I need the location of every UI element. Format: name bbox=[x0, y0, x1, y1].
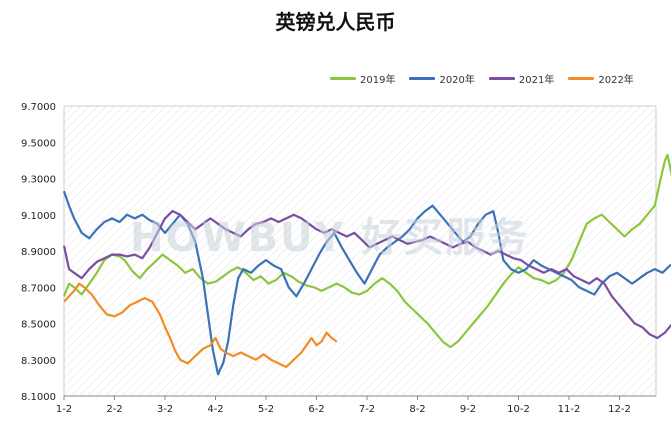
y-tick-label: 9.7000 bbox=[21, 102, 56, 113]
y-tick-label: 8.7000 bbox=[21, 283, 56, 294]
series-line-2019 bbox=[62, 153, 671, 349]
series-line-2020 bbox=[62, 190, 671, 376]
x-tick-label: 3-2 bbox=[157, 404, 173, 415]
x-tick-label: 2-2 bbox=[106, 404, 122, 415]
y-tick-label: 9.3000 bbox=[21, 175, 56, 186]
x-tick-label: 12-2 bbox=[608, 404, 631, 415]
legend-swatch-2021 bbox=[488, 77, 515, 80]
legend-swatch-2022 bbox=[568, 77, 595, 80]
x-tick-label: 10-2 bbox=[507, 404, 530, 415]
legend-label-2020: 2020年 bbox=[439, 75, 475, 86]
x-tick-label: 5-2 bbox=[258, 404, 274, 415]
y-tick-label: 9.1000 bbox=[21, 211, 56, 222]
legend-label-2022: 2022年 bbox=[598, 75, 634, 86]
series-line-2022 bbox=[63, 282, 338, 369]
y-tick-label: 8.5000 bbox=[21, 320, 56, 331]
x-tick-label: 11-2 bbox=[558, 404, 581, 415]
x-axis: 1-2 2-2 3-2 4-2 5-2 6-2 7-2 8-2 9-2 10-2 11-2 12-2 bbox=[56, 395, 656, 415]
series-layer bbox=[62, 153, 671, 376]
x-tick-label: 1-2 bbox=[56, 404, 72, 415]
legend-item-2020: 2020年 bbox=[409, 71, 475, 86]
y-tick-label: 8.9000 bbox=[21, 247, 56, 258]
legend-swatch-2019 bbox=[330, 77, 356, 80]
x-tick-label: 9-2 bbox=[460, 404, 476, 415]
series-line-2021 bbox=[62, 210, 671, 340]
y-axis: 9.7000 9.5000 9.3000 9.1000 8.9000 8.7000 8.50… bbox=[21, 102, 56, 403]
legend-item-2019: 2019年 bbox=[330, 71, 395, 86]
y-tick-label: 8.1000 bbox=[21, 392, 56, 403]
chart-legend: 2019年 2020年 2021年 2022年 bbox=[330, 71, 634, 86]
watermark: HOWBUY 好买服务 bbox=[130, 215, 530, 261]
y-tick-label: 9.5000 bbox=[21, 138, 56, 149]
legend-item-2022: 2022年 bbox=[568, 71, 634, 86]
legend-label-2019: 2019年 bbox=[360, 75, 396, 86]
x-tick-label: 6-2 bbox=[308, 404, 324, 415]
y-tick-label: 8.3000 bbox=[21, 356, 56, 367]
legend-label-2021: 2021年 bbox=[518, 75, 555, 86]
chart-title: 英镑兑人民币 bbox=[275, 10, 396, 34]
x-tick-label: 4-2 bbox=[207, 404, 223, 415]
legend-item-2021: 2021年 bbox=[488, 71, 555, 86]
x-tick-label: 7-2 bbox=[359, 404, 375, 415]
legend-swatch-2020 bbox=[409, 77, 436, 80]
x-tick-label: 8-2 bbox=[409, 404, 425, 415]
plot-area bbox=[63, 105, 657, 397]
